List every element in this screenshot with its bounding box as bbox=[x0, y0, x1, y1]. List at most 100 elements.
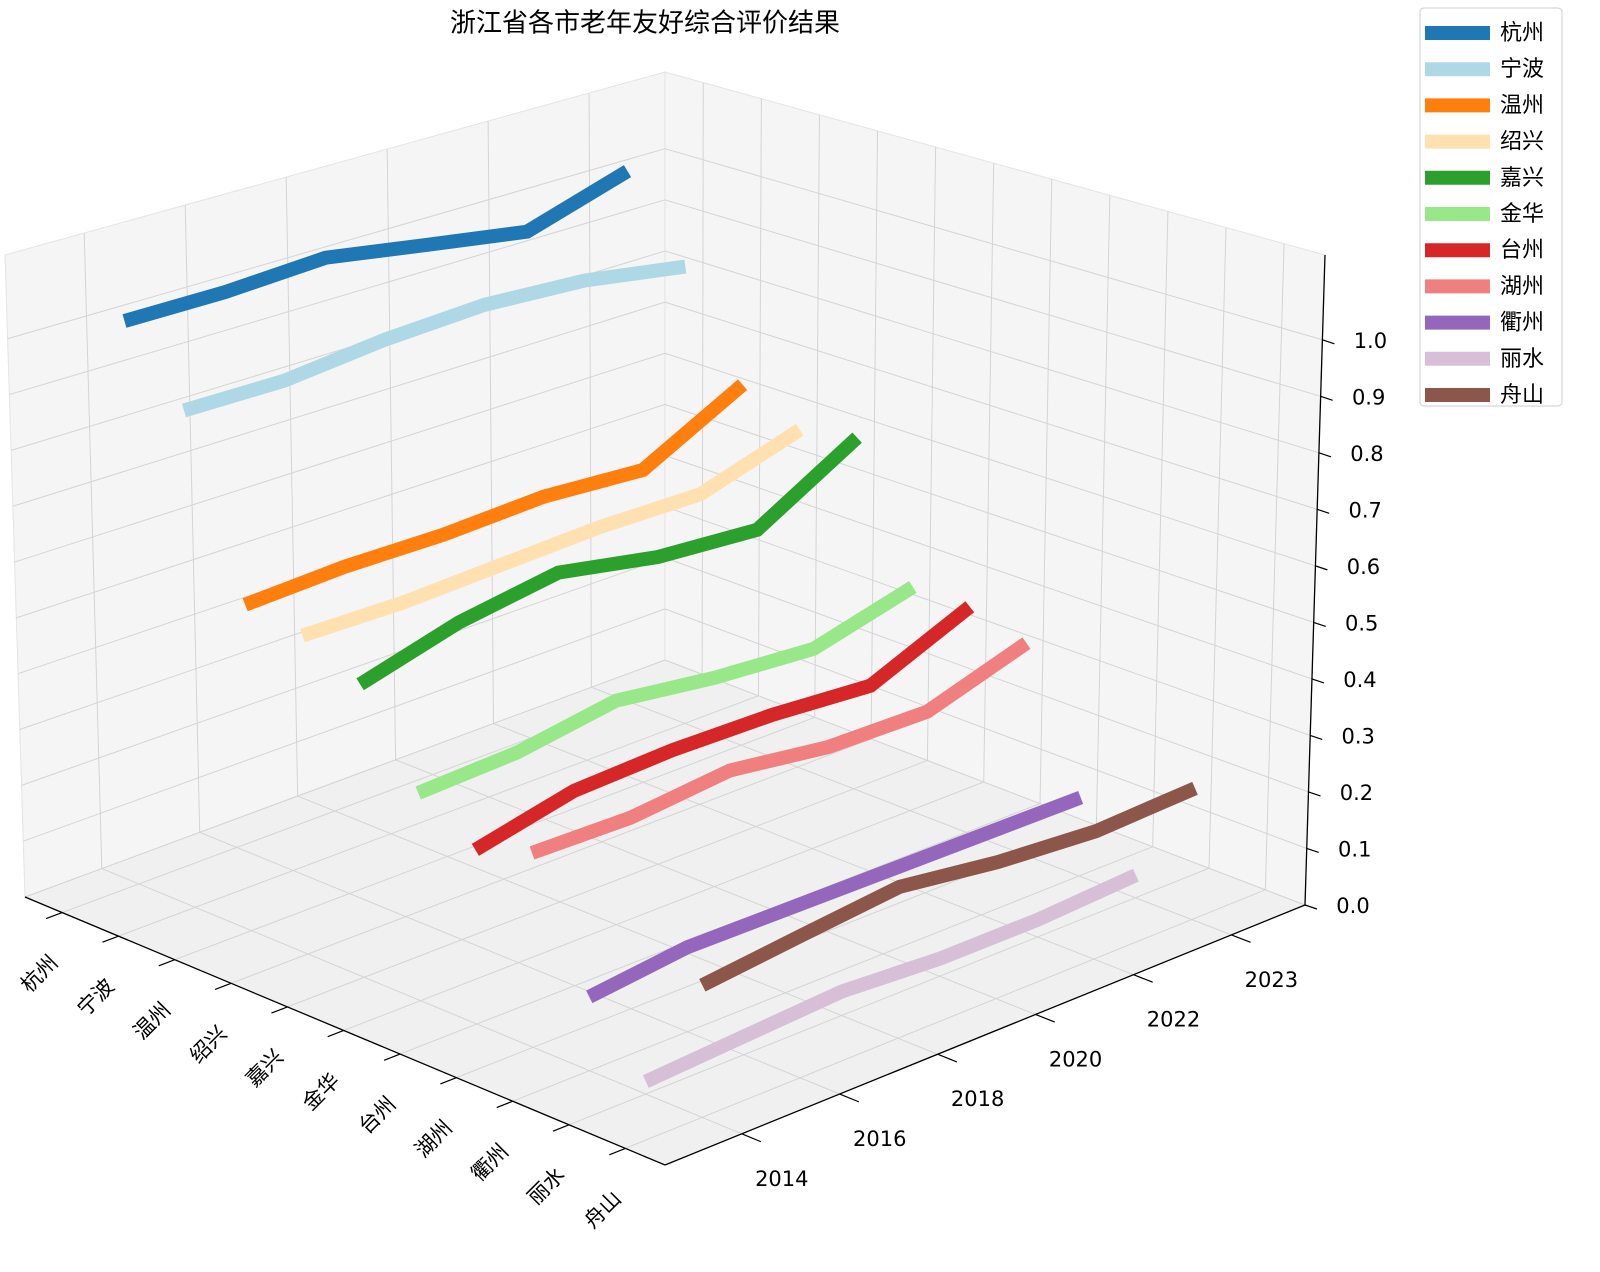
x-tick-label: 绍兴 bbox=[185, 1021, 232, 1068]
grid-line bbox=[1039, 179, 1053, 804]
grid-line bbox=[926, 147, 937, 761]
legend-label: 舟山 bbox=[1500, 383, 1544, 408]
z-tick-label: 0.8 bbox=[1350, 442, 1383, 466]
grid-line bbox=[118, 695, 759, 937]
legend-label: 丽水 bbox=[1500, 347, 1544, 372]
x-tick-label: 湖州 bbox=[410, 1116, 457, 1163]
grid-line bbox=[14, 352, 666, 563]
legend-label: 宁波 bbox=[1500, 57, 1544, 82]
x-tick bbox=[383, 1053, 401, 1061]
y-tick-label: 2018 bbox=[951, 1087, 1004, 1111]
z-tick bbox=[1313, 621, 1326, 627]
series-line bbox=[529, 637, 1031, 860]
grid-line bbox=[1095, 195, 1111, 826]
grid-line bbox=[870, 130, 879, 739]
z-tick bbox=[1311, 678, 1325, 684]
z-tick-label: 1.0 bbox=[1354, 329, 1387, 353]
legend-label: 绍兴 bbox=[1500, 130, 1544, 155]
legend-label: 金华 bbox=[1500, 202, 1544, 227]
grid-line bbox=[664, 148, 1323, 341]
z-tick bbox=[1316, 508, 1330, 514]
x-tick-label: 杭州 bbox=[16, 951, 63, 998]
x-tick-label: 温州 bbox=[129, 998, 176, 1045]
series-line bbox=[122, 165, 632, 328]
grid-line bbox=[24, 659, 666, 898]
x-axis bbox=[24, 896, 666, 1166]
legend-label: 衢州 bbox=[1500, 311, 1544, 336]
series-line bbox=[356, 432, 862, 691]
y-tick-label: 2022 bbox=[1147, 1008, 1200, 1032]
lines bbox=[122, 165, 1198, 1088]
grid-line bbox=[21, 557, 666, 786]
x-tick bbox=[609, 1147, 626, 1156]
grid-line bbox=[625, 889, 1266, 1149]
legend-label: 温州 bbox=[1500, 93, 1544, 118]
x-tick-label: 嘉兴 bbox=[241, 1045, 288, 1092]
grid-line bbox=[664, 250, 1320, 454]
series-line bbox=[182, 259, 687, 418]
z-tick bbox=[1306, 847, 1319, 854]
z-tick-label: 0.0 bbox=[1336, 894, 1369, 918]
legend-label: 湖州 bbox=[1500, 274, 1544, 299]
grid-line bbox=[9, 199, 666, 396]
x-tick-label: 台州 bbox=[354, 1092, 401, 1139]
grid-line bbox=[757, 98, 762, 696]
grid-line bbox=[83, 233, 103, 869]
x-tick bbox=[496, 1100, 513, 1109]
z-tick-label: 0.2 bbox=[1340, 781, 1373, 805]
x-tick bbox=[271, 1006, 288, 1014]
y-tick-label: 2023 bbox=[1245, 968, 1298, 992]
panes bbox=[4, 71, 1326, 1166]
chart-title: 浙江省各市老年友好综合评价结果 bbox=[450, 9, 840, 39]
x-tick-label: 金华 bbox=[298, 1068, 345, 1115]
x-tick-label: 衢州 bbox=[467, 1139, 514, 1186]
series-line bbox=[586, 790, 1084, 1004]
z-tick-label: 0.3 bbox=[1342, 724, 1375, 748]
z-tick-label: 0.6 bbox=[1347, 555, 1380, 579]
z-tick-label: 0.7 bbox=[1348, 498, 1381, 522]
x-tick bbox=[327, 1029, 344, 1038]
grid-line bbox=[493, 723, 1134, 976]
series-line bbox=[415, 581, 917, 800]
series-line bbox=[300, 423, 804, 643]
grid-line bbox=[7, 148, 666, 340]
grid-line bbox=[664, 301, 1318, 510]
grid-line bbox=[1152, 211, 1169, 847]
grid-line bbox=[285, 177, 299, 797]
grid-line bbox=[568, 867, 1210, 1126]
grid-line bbox=[591, 686, 1232, 936]
grid-line bbox=[701, 82, 704, 675]
x-tick bbox=[102, 935, 119, 943]
y-tick bbox=[741, 1133, 762, 1143]
grid-line bbox=[664, 608, 1307, 849]
grid-line bbox=[1208, 227, 1227, 869]
x-tick-label: 丽水 bbox=[523, 1163, 570, 1210]
grid-line bbox=[297, 795, 938, 1055]
grid-line bbox=[287, 759, 928, 1008]
z-tick-label: 0.1 bbox=[1338, 837, 1371, 861]
z-tick bbox=[1304, 904, 1318, 910]
x-tick bbox=[158, 959, 175, 967]
series-line bbox=[471, 601, 975, 856]
grid-line bbox=[1264, 243, 1285, 890]
z-tick bbox=[1310, 734, 1323, 741]
x-tick bbox=[214, 982, 232, 990]
z-tick-label: 0.9 bbox=[1352, 385, 1385, 409]
z-tick-label: 0.4 bbox=[1343, 668, 1376, 692]
x-tick-label: 宁波 bbox=[72, 974, 119, 1021]
grid-line bbox=[395, 759, 1036, 1015]
grid-line bbox=[814, 114, 820, 718]
grid-line bbox=[664, 455, 1313, 680]
y-tick-label: 2016 bbox=[853, 1127, 906, 1151]
y-tick-label: 2014 bbox=[755, 1167, 808, 1191]
grid-line bbox=[664, 659, 1306, 906]
y-tick bbox=[1035, 1013, 1055, 1023]
y-tick bbox=[1231, 934, 1251, 943]
y-tick bbox=[839, 1093, 860, 1103]
grid-line bbox=[512, 846, 1153, 1102]
x-tick bbox=[440, 1077, 457, 1085]
z-tick-label: 0.5 bbox=[1345, 611, 1378, 635]
series-line bbox=[642, 868, 1139, 1088]
